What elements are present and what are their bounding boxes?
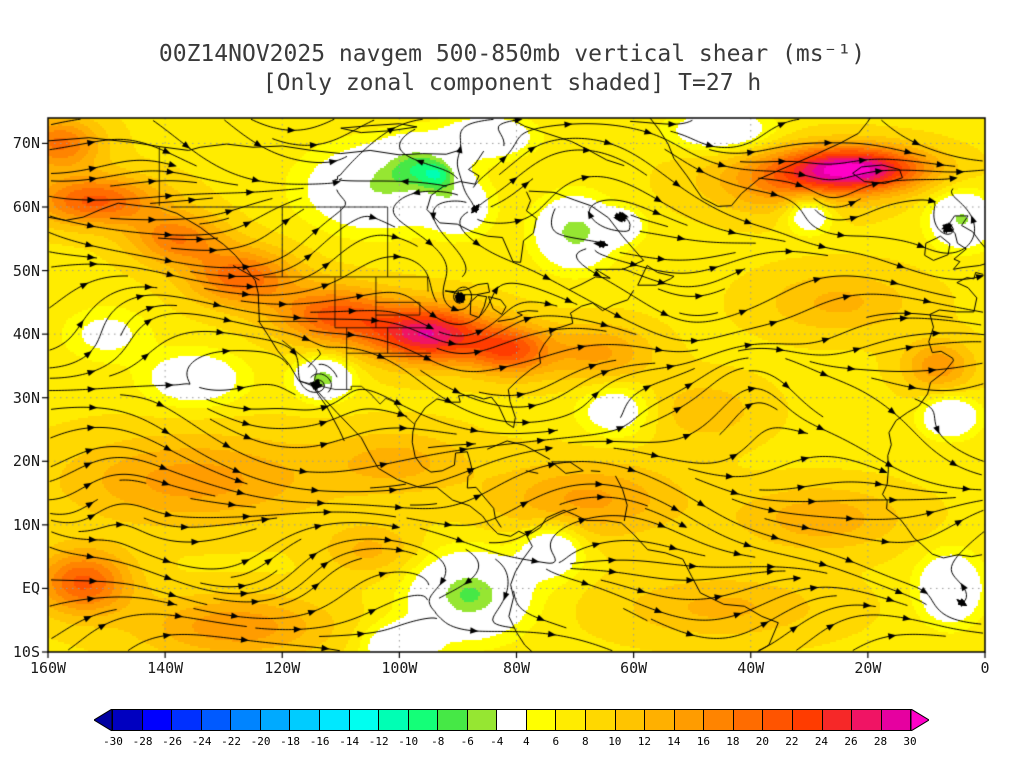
colorbar-tick-label: 12 bbox=[637, 735, 651, 748]
colorbar-tick-label: 22 bbox=[785, 735, 799, 748]
colorbar-tick-label: 26 bbox=[844, 735, 858, 748]
lat-tick-label: 10N bbox=[12, 515, 40, 534]
colorbar-tick-label: -20 bbox=[250, 735, 271, 748]
colorbar-tick-label: -12 bbox=[368, 735, 389, 748]
colorbar-cell bbox=[586, 710, 616, 730]
colorbar-cell bbox=[881, 710, 911, 730]
colorbar-cell bbox=[497, 710, 527, 730]
colorbar-tick-label: -16 bbox=[309, 735, 330, 748]
colorbar-tick-label: 6 bbox=[552, 735, 560, 748]
colorbar-tick-label: 24 bbox=[814, 735, 829, 748]
colorbar-tick-label: 14 bbox=[667, 735, 681, 748]
colorbar-tick-label: -18 bbox=[280, 735, 301, 748]
lat-tick-label: 60N bbox=[12, 198, 40, 216]
title-block: 00Z14NOV2025 navgem 500-850mb vertical s… bbox=[0, 40, 1024, 98]
colorbar-cell bbox=[556, 710, 586, 730]
colorbar-cell bbox=[260, 710, 291, 730]
colorbar-tick-label: -30 bbox=[103, 735, 123, 748]
colorbar-tick-label: -26 bbox=[162, 735, 182, 748]
lat-tick-label: 10S bbox=[12, 643, 40, 661]
lon-tick-label: 140W bbox=[147, 659, 184, 677]
map-plot: 70N 60N 50N 40N 30N 20N 10N EQ 10S 160W 140W 120W 10… bbox=[0, 110, 1024, 677]
colorbar-cell bbox=[172, 710, 202, 730]
colorbar-tick-label: -24 bbox=[191, 735, 212, 748]
colorbar-tick-label: 16 bbox=[696, 735, 710, 748]
colorbar-tick-label: -10 bbox=[398, 735, 419, 748]
lat-tick-label: 20N bbox=[12, 452, 40, 471]
colorbar: -30 -28 -26 -24 -22 -20 -18 -16 -14 -12 -10 -8 -6 -4 4… bbox=[94, 709, 930, 753]
colorbar-tick-label: 10 bbox=[608, 735, 622, 748]
colorbar-cell bbox=[852, 710, 882, 730]
colorbar-tick-label: -6 bbox=[460, 735, 474, 748]
colorbar-cell bbox=[201, 710, 232, 730]
lon-tick-label: 0 bbox=[980, 659, 990, 677]
colorbar-cell bbox=[792, 710, 823, 730]
lat-tick-label: EQ bbox=[21, 579, 40, 598]
colorbar-cell bbox=[142, 710, 173, 730]
colorbar-tick-label: 20 bbox=[755, 735, 770, 748]
lat-tick-label: 70N bbox=[12, 134, 40, 153]
colorbar-cell bbox=[231, 710, 261, 730]
chart-subtitle: [Only zonal component shaded] T=27 h bbox=[262, 70, 762, 96]
colorbar-tick-label: -8 bbox=[431, 735, 445, 748]
lat-tick-label: 30N bbox=[12, 388, 40, 407]
colorbar-cell bbox=[526, 710, 557, 730]
colorbar-tick-label: 18 bbox=[726, 735, 740, 748]
colorbar-cell bbox=[674, 710, 705, 730]
colorbar-tick-label: -14 bbox=[339, 735, 360, 748]
colorbar-cell bbox=[113, 710, 143, 730]
colorbar-cell bbox=[822, 710, 853, 730]
colorbar-tick-label: -28 bbox=[132, 735, 153, 748]
colorbar-cell bbox=[704, 710, 734, 730]
colorbar-cell bbox=[438, 710, 468, 730]
lat-tick-label: 40N bbox=[12, 325, 40, 344]
colorbar-cell bbox=[645, 710, 675, 730]
colorbar-cell bbox=[733, 710, 764, 730]
colorbar-tick-label: 4 bbox=[522, 735, 530, 748]
colorbar-tick-label: -4 bbox=[490, 735, 504, 748]
colorbar-left-arrow bbox=[94, 709, 112, 731]
lon-tick-label: 40W bbox=[737, 659, 765, 677]
lon-tick-label: 120W bbox=[264, 659, 301, 677]
lon-tick-label: 20W bbox=[854, 659, 882, 677]
colorbar-tick-label: 8 bbox=[581, 735, 589, 748]
colorbar-tick-label: -22 bbox=[221, 735, 241, 748]
lat-tick-label: 50N bbox=[12, 261, 40, 280]
colorbar-cell bbox=[763, 710, 793, 730]
colorbar-tick-label: 28 bbox=[873, 735, 888, 748]
lon-tick-label: 100W bbox=[381, 659, 418, 677]
lon-tick-label: 160W bbox=[29, 659, 67, 677]
colorbar-cell bbox=[408, 710, 439, 730]
colorbar-cell bbox=[319, 710, 350, 730]
chart-title: 00Z14NOV2025 navgem 500-850mb vertical s… bbox=[158, 41, 866, 67]
colorbar-cells bbox=[112, 709, 911, 731]
lon-tick-label: 60W bbox=[620, 659, 648, 677]
colorbar-tick-label: 30 bbox=[903, 735, 917, 748]
shear-map-canvas bbox=[40, 110, 993, 660]
colorbar-cell bbox=[290, 710, 320, 730]
colorbar-right-arrow bbox=[911, 709, 929, 731]
colorbar-cell bbox=[467, 710, 498, 730]
colorbar-cell bbox=[379, 710, 409, 730]
colorbar-cell bbox=[615, 710, 646, 730]
lon-tick-label: 80W bbox=[502, 659, 531, 677]
colorbar-cell bbox=[349, 710, 380, 730]
